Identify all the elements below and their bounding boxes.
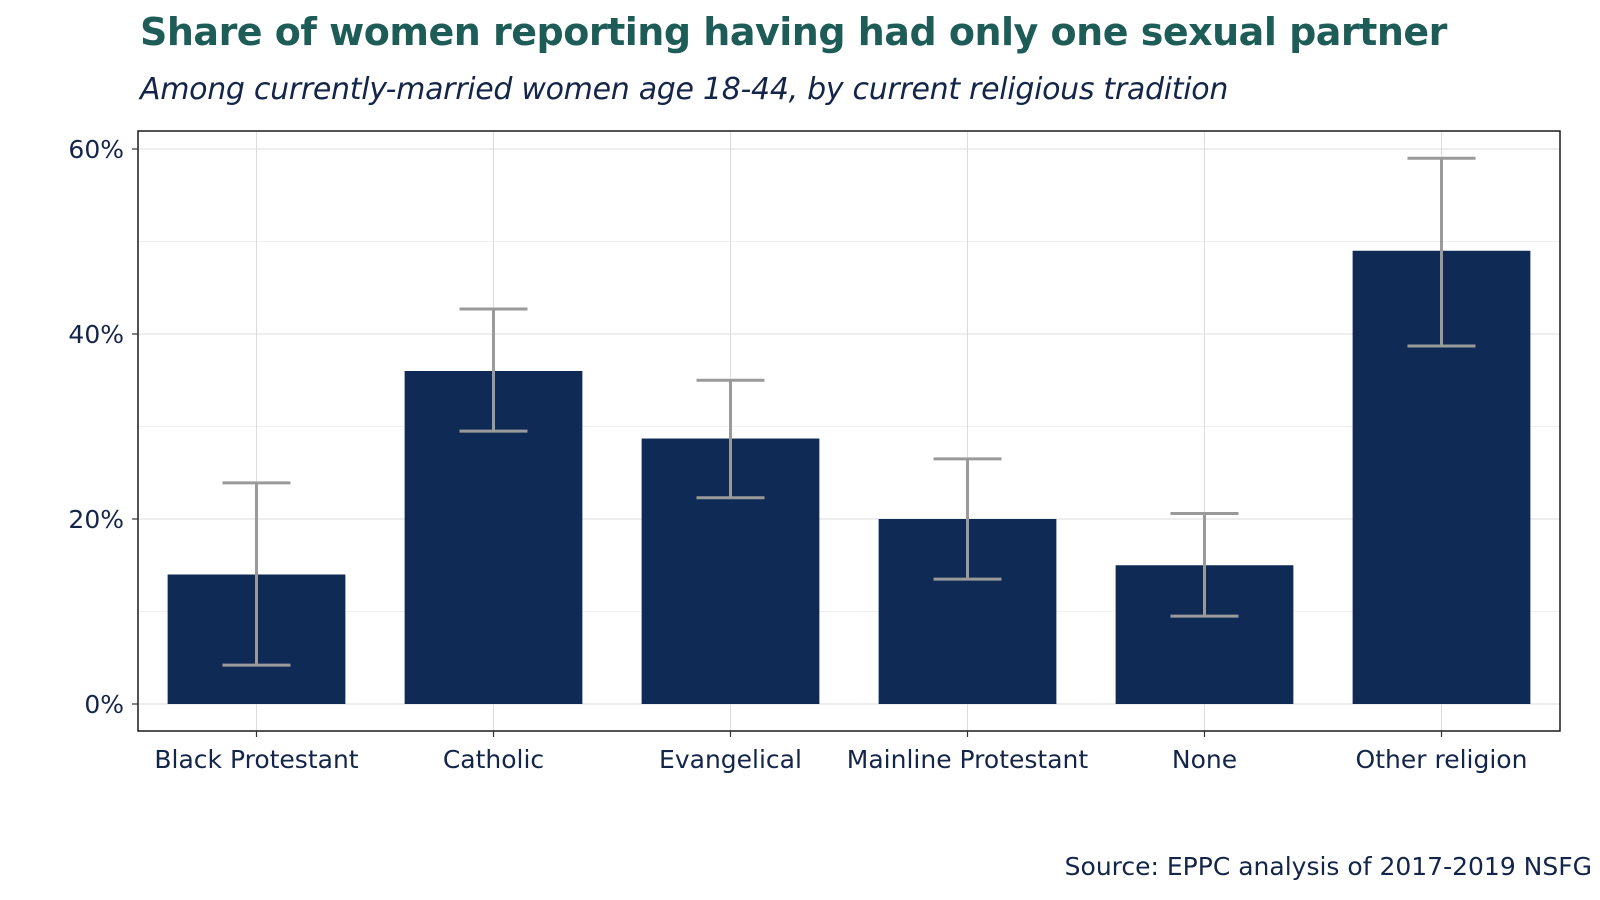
error-bar: [696, 378, 765, 500]
x-tick-label: Other religion: [1356, 745, 1528, 774]
error-bar: [459, 307, 528, 433]
error-bar: [1170, 511, 1239, 618]
y-tick-label: 0%: [84, 690, 124, 719]
error-bar: [1407, 156, 1476, 348]
y-tick-label: 60%: [68, 135, 124, 164]
x-tick-label: Catholic: [443, 745, 544, 774]
chart-title: Share of women reporting having had only…: [140, 10, 1447, 54]
x-tick-label: Evangelical: [659, 745, 802, 774]
plot-frame: [137, 130, 1561, 732]
x-tick-labels: Black Protestant Catholic Evangelical Mainl…: [154, 731, 1527, 774]
x-tick-label: Mainline Protestant: [847, 745, 1089, 774]
y-tick-label: 20%: [68, 505, 124, 534]
error-bar: [222, 481, 291, 667]
grid-lines: [138, 131, 1560, 731]
x-tick-label: Black Protestant: [154, 745, 358, 774]
bars: [167, 250, 1531, 704]
source-note: Source: EPPC analysis of 2017-2019 NSFG: [1064, 852, 1592, 881]
error-bar: [933, 457, 1002, 581]
chart-subtitle: Among currently-married women age 18-44,…: [140, 72, 1229, 107]
error-bars: [222, 156, 1476, 667]
y-tick-labels: 0% 20% 40% 60%: [68, 135, 138, 719]
x-tick-label: None: [1172, 745, 1237, 774]
y-tick-label: 40%: [68, 320, 124, 349]
